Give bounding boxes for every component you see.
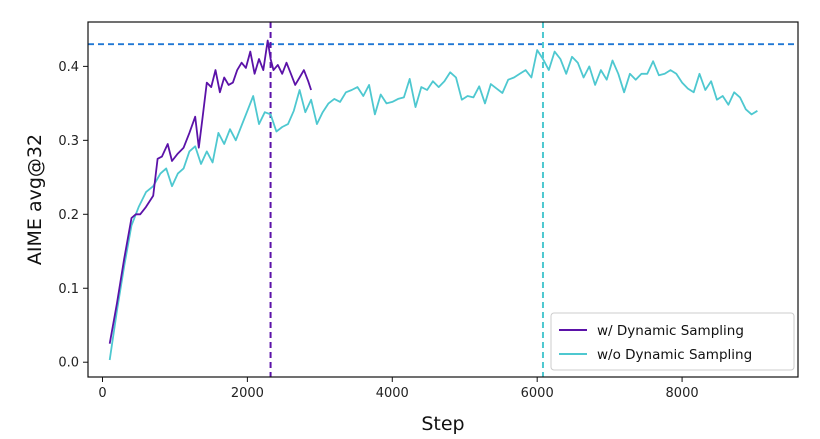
y-axis-ticks: 0.0 0.1 0.2 0.3 0.4	[58, 60, 88, 371]
series-line-with-dynamic-sampling	[108, 39, 312, 344]
y-tick-label: 0.0	[58, 356, 79, 371]
series-line-without-dynamic-sampling	[108, 49, 758, 361]
reference-lines	[88, 22, 798, 377]
x-tick-label: 0	[98, 386, 106, 401]
y-tick-label: 0.2	[58, 208, 79, 223]
x-axis-title: Step	[421, 413, 464, 435]
legend: w/ Dynamic Sampling w/o Dynamic Sampling	[550, 312, 795, 371]
legend-box	[550, 312, 795, 371]
x-tick-label: 6000	[521, 386, 554, 401]
y-tick-label: 0.1	[58, 282, 79, 297]
y-tick-label: 0.3	[58, 134, 79, 149]
plot-frame	[87, 21, 799, 378]
x-axis-ticks: 0 2000 4000 6000 8000	[98, 377, 699, 401]
x-tick-label: 4000	[376, 386, 409, 401]
legend-label-without-dynamic-sampling: w/o Dynamic Sampling	[597, 347, 752, 363]
x-tick-label: 2000	[231, 386, 264, 401]
y-tick-label: 0.4	[58, 60, 79, 75]
legend-label-with-dynamic-sampling: w/ Dynamic Sampling	[597, 323, 744, 339]
x-tick-label: 8000	[666, 386, 699, 401]
y-axis-title: AIME avg@32	[24, 134, 46, 265]
series-lines	[108, 39, 758, 361]
